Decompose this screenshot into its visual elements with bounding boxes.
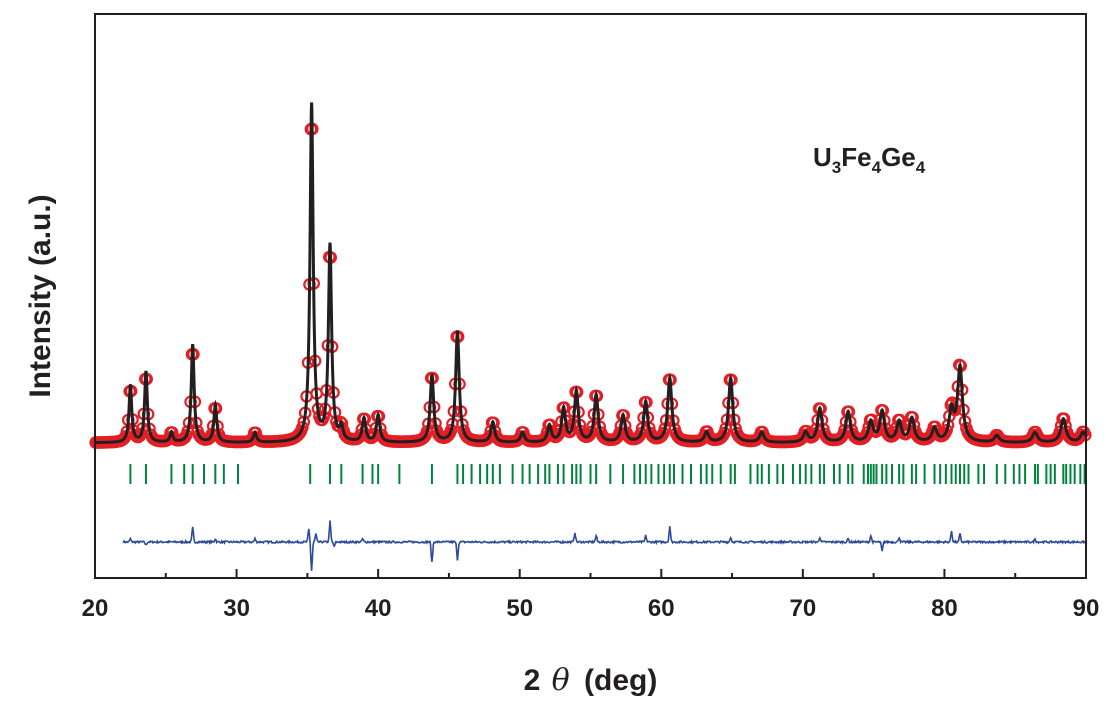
formula-subscript: 3 <box>832 158 841 177</box>
x-tick-label: 50 <box>506 595 533 622</box>
bragg-ticks-group <box>129 464 1086 484</box>
observed-point <box>940 423 953 437</box>
x-tick-label: 30 <box>223 595 250 622</box>
x-tick-label: 40 <box>365 595 392 622</box>
formula-element: Fe <box>841 142 871 172</box>
formula-subscript: 4 <box>916 158 926 177</box>
formula-element: Ge <box>881 142 916 172</box>
compound-formula-label: U3Fe4Ge4 <box>813 142 926 177</box>
formula-element: U <box>813 142 832 172</box>
x-axis-label-prefix: 2 <box>524 664 541 697</box>
x-tick-label: 70 <box>790 595 817 622</box>
x-axis-label-unit: (deg) <box>584 664 657 697</box>
observed-points-group <box>89 122 1092 449</box>
x-axis-ticks: 20 30 40 50 60 70 80 90 <box>82 569 1100 622</box>
calculated-curve <box>95 102 1088 445</box>
observed-point <box>296 421 309 434</box>
formula-subscript: 4 <box>872 158 882 177</box>
plot-frame <box>94 13 1087 579</box>
x-tick-label: 20 <box>82 595 109 622</box>
calculated-curve-group <box>95 102 1088 445</box>
x-tick-label: 80 <box>931 595 958 622</box>
x-tick-label: 90 <box>1073 595 1100 622</box>
x-axis-label: 2 θ (deg) <box>524 663 658 698</box>
x-axis-label-symbol: θ <box>552 663 570 698</box>
y-axis-label: Intensity (a.u.) <box>24 194 57 397</box>
x-tick-label: 60 <box>648 595 675 622</box>
difference-curve-group <box>122 520 1086 571</box>
difference-curve <box>122 520 1086 571</box>
